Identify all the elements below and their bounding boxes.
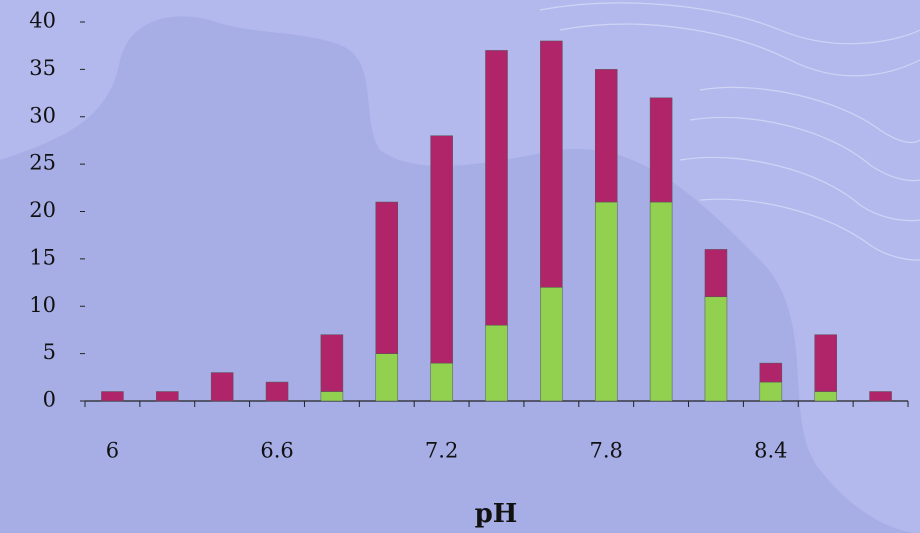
bar-segment [376,202,398,354]
bar-segment [431,363,453,401]
x-tick-label: 6.6 [260,439,293,463]
y-tick-label: 15 [29,245,56,269]
y-tick-label: 20 [29,198,56,222]
bar-segment [595,69,617,202]
bar-segment [760,363,782,382]
chart: pH 0 5 10 15 20 25 30 35 40 6 6.6 7.2 7.8 8.4 [0,0,920,533]
bar-segment [266,382,288,401]
x-tick-label: 7.2 [425,439,458,463]
bar-segment [101,392,123,401]
x-tick-label: 6 [106,439,119,463]
x-tick-label: 8.4 [754,439,787,463]
bar-segment [540,287,562,401]
y-tick-label: 10 [29,293,56,317]
x-axis-title: pH [475,499,518,529]
y-tick-label: 35 [29,56,56,80]
bar-segment [486,50,508,325]
y-tick-label: 25 [29,151,56,175]
bar-segment [870,392,892,401]
bar-segment [376,354,398,401]
bar-segment [540,41,562,287]
bar-segment [650,98,672,202]
bar-segment [321,392,343,401]
bar-segment [815,392,837,401]
bar-segment [431,136,453,363]
bar-segment [595,202,617,401]
bar-segment [705,249,727,296]
bar-segment [321,335,343,392]
bar-segment [486,325,508,401]
bar-segment [760,382,782,401]
bar-segment [156,392,178,401]
y-tick-label: 0 [43,388,56,412]
bar-segment [650,202,672,401]
y-tick-label: 5 [43,340,56,364]
y-tick-label: 30 [29,103,56,127]
bar-segment [705,297,727,401]
bar-segment [211,373,233,401]
x-tick-label: 7.8 [590,439,623,463]
y-tick-label: 40 [29,9,56,33]
bar-segment [815,335,837,392]
